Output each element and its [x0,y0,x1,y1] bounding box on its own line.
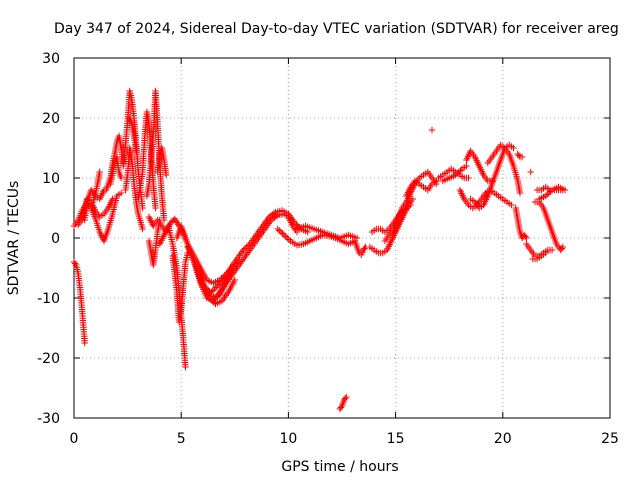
data-point [216,281,223,288]
data-point [71,260,79,267]
data-point [182,363,189,371]
data-point [343,393,350,401]
data-point [211,285,218,293]
x-axis-label: GPS time / hours [281,459,398,475]
data-point [139,204,146,212]
data-point [463,162,470,170]
axes: 0 5 10 15 20 25 -30 -20 -10 0 10 20 30 [37,51,619,447]
data-point [209,297,216,305]
data-point [163,171,170,179]
data-point [465,174,472,182]
x-tick-label: 15 [387,431,405,447]
data-point [428,126,436,134]
data-point [545,189,553,197]
data-point [152,204,159,212]
y-tick-label: -10 [37,291,60,307]
y-tick-label: 10 [42,171,60,187]
data-point [217,279,225,287]
data-point [527,168,534,176]
data-point [542,249,549,257]
data-point [559,243,566,251]
data-point [243,243,250,251]
y-tick-label: 0 [51,231,60,247]
data-point [139,225,146,233]
data-point [515,152,523,159]
data-point [168,218,176,225]
x-tick-label: 10 [279,431,297,447]
data-point [280,231,288,239]
data-point [205,294,213,302]
data-point [231,276,238,284]
data-point [547,188,554,195]
data-point [118,189,125,197]
data-point [452,171,459,179]
data-point [409,195,416,203]
data-point [276,227,283,234]
data-point [516,189,524,197]
data-point [407,201,414,209]
y-tick-label: 20 [42,111,60,127]
data-point [457,167,464,174]
data-point [548,246,556,254]
x-tick-label: 20 [494,431,512,447]
data-point [109,195,116,203]
data-point [270,210,278,217]
data-point [245,242,252,249]
data-point [133,147,140,155]
data-point [209,287,216,294]
data-point [219,278,226,285]
data-point [518,153,526,161]
data-point [293,221,300,228]
y-tick-label: 30 [42,51,60,67]
x-tick-label: 5 [177,431,186,447]
data-point [212,284,220,291]
data-point [361,245,368,252]
y-tick-label: -30 [37,411,60,427]
data-point [558,245,565,252]
data-point [81,339,88,347]
data-point [510,144,517,152]
y-tick-label: -20 [37,351,60,367]
data-point [274,225,281,233]
data-point [542,192,549,200]
data-point [561,186,569,194]
data-point [241,245,249,252]
x-tick-label: 0 [70,431,79,447]
data-point [277,228,285,236]
data-point [523,234,530,242]
data-point [240,246,247,254]
data-point [285,236,293,243]
data-point [284,234,291,242]
data-point [342,395,349,402]
data-point [118,174,125,182]
data-point [522,233,529,240]
data-point [282,233,289,240]
data-point [279,230,286,237]
data-series [70,87,569,413]
data-point [508,201,515,209]
y-axis-label: SDTVAR / TECUs [6,181,22,296]
data-point [291,219,298,227]
x-tick-label: 25 [601,431,619,447]
chart-title: Day 347 of 2024, Sidereal Day-to-day VTE… [54,21,619,37]
data-point [455,168,462,176]
data-point [337,404,345,411]
data-point [544,191,551,198]
data-point [96,168,103,176]
data-point [454,170,461,177]
data-point [207,296,214,303]
